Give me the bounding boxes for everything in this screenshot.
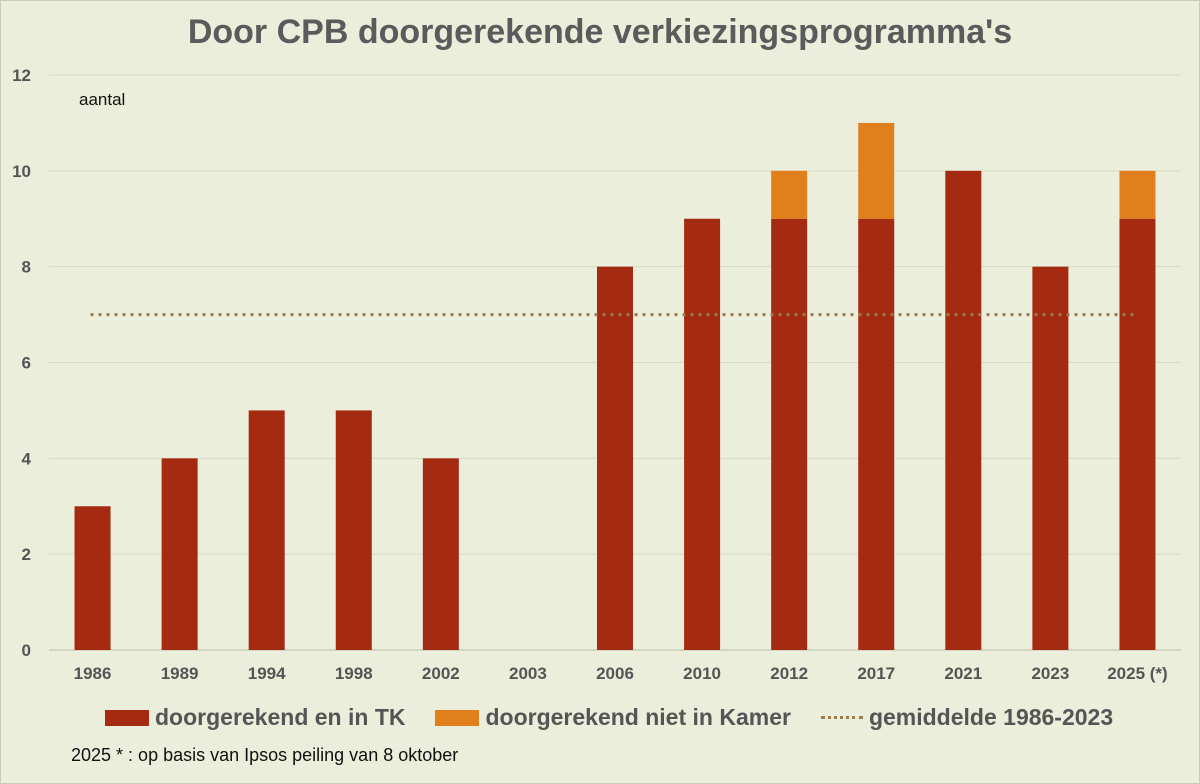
legend-label-niet-in-kamer: doorgerekend niet in Kamer <box>485 704 791 730</box>
x-tick-label: 1998 <box>335 664 373 683</box>
legend-swatch-niet-in-kamer <box>435 709 480 726</box>
x-tick-label: 2017 <box>857 664 895 683</box>
x-tick-label: 2012 <box>770 664 808 683</box>
bar-in-tk-12 <box>1119 218 1156 650</box>
x-tick-label: 1986 <box>74 664 112 683</box>
bar-in-tk-8 <box>771 218 808 650</box>
legend-item-in-tk: doorgerekend en in TK <box>105 704 405 731</box>
bar-in-tk-2 <box>248 410 285 650</box>
chart-svg: 0 2 4 6 8 10 12 aantal 1986 1989 1994 1998 2002 2003 2… <box>12 66 1181 683</box>
legend-swatch-in-tk <box>105 709 149 726</box>
chart-legend: doorgerekend en in TK doorgerekend niet … <box>105 704 1113 731</box>
y-tick-label: 12 <box>12 66 31 85</box>
x-tick-label: 2021 <box>944 664 982 683</box>
x-tick-label: 2010 <box>683 664 721 683</box>
chart-title: Door CPB doorgerekende verkiezingsprogra… <box>187 13 1013 51</box>
y-tick-label: 6 <box>22 354 31 373</box>
x-tick-label: 2025 (*) <box>1107 664 1167 683</box>
x-tick-label: 1989 <box>161 664 199 683</box>
bar-in-tk-4 <box>422 458 459 650</box>
chart-footnote: 2025 * : op basis van Ipsos peiling van … <box>71 745 459 765</box>
legend-item-niet-in-kamer: doorgerekend niet in Kamer <box>435 704 791 731</box>
x-tick-label: 2002 <box>422 664 460 683</box>
bar-in-tk-9 <box>858 218 895 650</box>
bar-in-tk-3 <box>335 410 372 650</box>
bar-in-tk-7 <box>684 218 721 650</box>
x-tick-label: 2006 <box>596 664 634 683</box>
x-tick-label: 1994 <box>248 664 286 683</box>
legend-item-gemiddelde: gemiddelde 1986-2023 <box>820 704 1114 731</box>
bar-in-tk-0 <box>74 506 111 650</box>
y-axis-label: aantal <box>79 90 125 109</box>
legend-label-gemiddelde: gemiddelde 1986-2023 <box>868 704 1114 730</box>
bar-in-tk-6 <box>597 266 633 650</box>
legend-label-in-tk: doorgerekend en in TK <box>155 704 406 730</box>
y-tick-label: 2 <box>22 545 31 564</box>
y-tick-label: 4 <box>22 449 32 468</box>
legend-swatch-gemiddelde <box>820 716 863 719</box>
x-tick-label: 2023 <box>1031 664 1069 683</box>
y-tick-label: 8 <box>22 258 31 277</box>
bar-in-tk-11 <box>1032 266 1069 650</box>
x-tick-label: 2003 <box>509 664 547 683</box>
y-tick-label: 10 <box>12 162 31 181</box>
bar-niet-in-kamer-9 <box>858 122 895 219</box>
bar-in-tk-1 <box>161 458 198 650</box>
y-tick-label: 0 <box>22 641 31 660</box>
bar-niet-in-kamer-8 <box>771 170 808 219</box>
bar-in-tk-10 <box>945 170 982 651</box>
bar-niet-in-kamer-12 <box>1119 170 1156 219</box>
